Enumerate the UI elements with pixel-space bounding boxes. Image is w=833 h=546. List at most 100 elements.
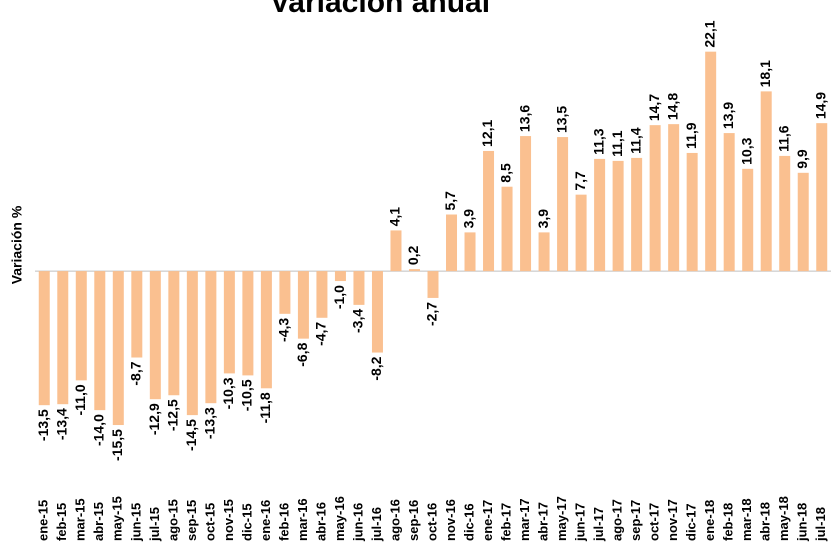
bar (223, 271, 235, 374)
value-label: -11,8 (257, 392, 273, 423)
value-label: 3,9 (535, 209, 551, 229)
x-tick-label: ene-16 (258, 500, 273, 541)
x-tick-label: nov-15 (221, 499, 236, 541)
bar (464, 232, 476, 272)
value-label: -14,5 (183, 419, 199, 451)
bar (446, 214, 458, 272)
value-label: 13,9 (720, 102, 736, 129)
value-label: 14,7 (646, 94, 662, 121)
value-label: 10,3 (738, 137, 754, 164)
x-tick-label: abr-18 (758, 502, 773, 541)
x-tick-label: jun-17 (573, 503, 588, 542)
bar (520, 136, 532, 272)
value-label: 18,1 (757, 60, 773, 87)
bar (427, 271, 439, 298)
value-label: -2,7 (424, 302, 440, 326)
x-tick-label: dic-17 (684, 503, 699, 541)
value-label: 4,1 (387, 207, 403, 227)
value-label: 9,9 (794, 149, 810, 169)
bar (631, 157, 643, 272)
x-tick-label: feb-18 (721, 503, 736, 541)
x-tick-label: feb-16 (276, 503, 291, 541)
x-tick-label: sep-17 (628, 500, 643, 541)
bar (316, 271, 328, 318)
bar (279, 271, 291, 314)
value-label: 3,9 (461, 209, 477, 229)
x-tick-label: sep-15 (184, 500, 199, 541)
x-tick-label: jun-18 (795, 503, 810, 542)
bar (483, 150, 495, 272)
bar (353, 271, 365, 305)
bar (612, 160, 624, 272)
bar (816, 123, 828, 272)
x-tick-label: oct-15 (202, 503, 217, 541)
value-label: -13,4 (53, 408, 69, 440)
x-tick-label: abr-17 (536, 502, 551, 541)
bar (149, 271, 161, 400)
x-tick-label: ago-16 (387, 499, 402, 541)
value-label: -13,5 (35, 409, 51, 441)
value-label: -10,5 (239, 379, 255, 411)
x-tick-label: nov-17 (665, 499, 680, 541)
bar (186, 271, 198, 416)
value-label: 11,9 (683, 122, 699, 149)
x-tick-label: feb-17 (498, 503, 513, 541)
x-tick-label: abr-16 (313, 502, 328, 541)
x-tick-label: oct-16 (424, 503, 439, 541)
value-label: 11,3 (590, 128, 606, 155)
chart-title: Variación anual (270, 0, 490, 19)
bar (94, 271, 106, 411)
bar (297, 271, 309, 339)
value-label: -1,0 (331, 285, 347, 309)
value-label: -10,3 (220, 377, 236, 409)
x-tick-label: ago-15 (165, 499, 180, 541)
x-tick-label: ago-17 (610, 499, 625, 541)
value-label: 5,7 (442, 191, 458, 211)
value-label: -6,8 (294, 342, 310, 366)
value-label: 11,6 (775, 125, 791, 152)
value-label: 7,7 (572, 171, 588, 191)
x-tick-label: may-15 (110, 496, 125, 541)
x-tick-label: feb-15 (54, 503, 69, 541)
value-label: 8,5 (498, 163, 514, 183)
value-label: -12,9 (146, 403, 162, 435)
bar (723, 133, 735, 272)
bar (408, 269, 420, 272)
bar (371, 271, 383, 353)
bar (705, 51, 717, 272)
value-label: -14,0 (90, 414, 106, 446)
x-tick-label: dic-16 (461, 503, 476, 541)
x-tick-label: jul-16 (369, 507, 384, 542)
bar (668, 124, 680, 272)
x-tick-label: may-18 (776, 496, 791, 541)
bar (779, 155, 791, 272)
bar (797, 172, 809, 272)
x-tick-label: may-17 (554, 496, 569, 541)
value-label: -8,7 (128, 361, 144, 385)
value-label: 0,2 (405, 245, 421, 265)
value-label: 13,5 (553, 106, 569, 133)
bar (538, 232, 550, 272)
bar (390, 230, 402, 272)
bar (242, 271, 254, 376)
value-label: 14,8 (664, 93, 680, 120)
bar (501, 186, 513, 272)
bar (334, 271, 346, 282)
bar (205, 271, 217, 404)
value-label: -4,3 (276, 318, 292, 342)
x-tick-label: ene-17 (480, 500, 495, 541)
value-label: 11,4 (627, 127, 643, 154)
bar (575, 194, 587, 272)
x-tick-label: ene-15 (36, 500, 51, 541)
value-label: 13,6 (516, 105, 532, 132)
bar (686, 152, 698, 272)
bar (57, 271, 69, 405)
value-label: 22,1 (701, 20, 717, 47)
bar (594, 158, 606, 272)
x-tick-label: mar-18 (739, 498, 754, 541)
value-label: -4,7 (313, 322, 329, 346)
bar (742, 168, 754, 272)
bar (112, 271, 124, 426)
value-label: -11,0 (72, 384, 88, 415)
